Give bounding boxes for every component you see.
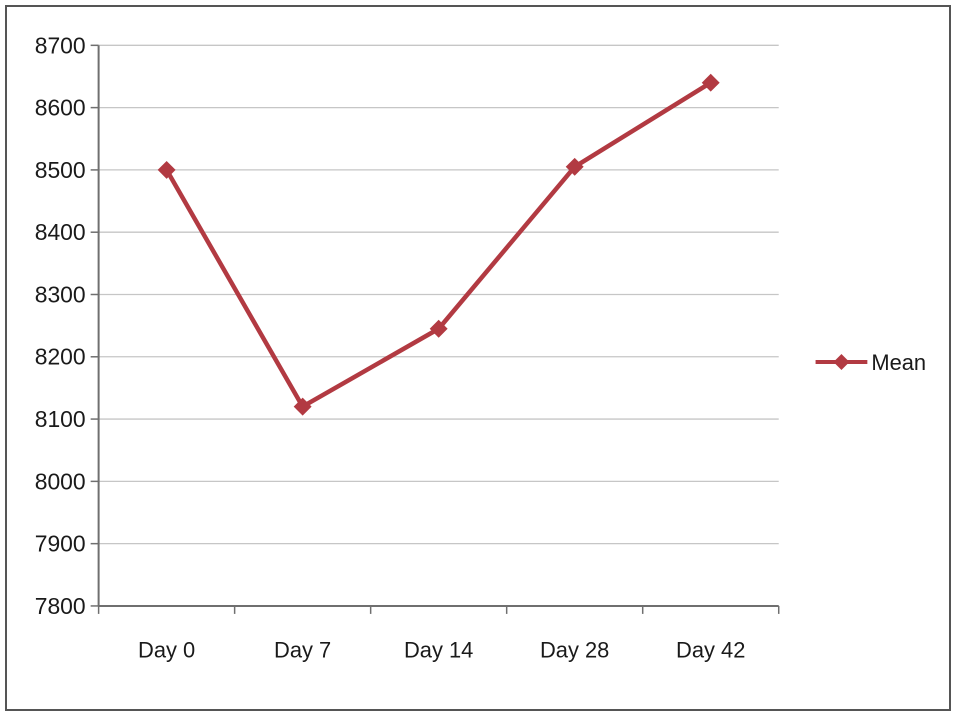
x-category-label: Day 0 (138, 638, 195, 663)
y-tick-label: 8400 (35, 219, 86, 245)
mean-data-marker (157, 160, 176, 179)
y-tick-label: 8200 (35, 344, 86, 370)
y-tick-label: 8500 (35, 157, 86, 183)
y-tick-label: 8600 (35, 95, 86, 121)
line-chart: 7800 7900 8000 8100 8200 8300 8400 8500 8600 8700… (35, 32, 926, 663)
x-category-label: Day 28 (540, 638, 609, 663)
y-tick-label: 8700 (35, 32, 86, 58)
mean-series-line (164, 80, 713, 409)
legend-marker-icon (833, 354, 850, 370)
x-category-label: Day 42 (676, 638, 745, 663)
x-category-label: Day 7 (274, 638, 331, 663)
legend-label: Mean (871, 350, 926, 375)
mean-data-marker (293, 397, 312, 416)
y-tick-label: 7900 (35, 531, 86, 557)
y-tick-label: 8000 (35, 468, 86, 494)
y-tick-label: 8100 (35, 406, 86, 432)
x-category-label: Day 14 (404, 638, 473, 663)
chart-frame: 7800 7900 8000 8100 8200 8300 8400 8500 8600 8700… (5, 5, 951, 711)
y-tick-label: 8300 (35, 281, 86, 307)
y-tick-label: 7800 (35, 593, 86, 619)
